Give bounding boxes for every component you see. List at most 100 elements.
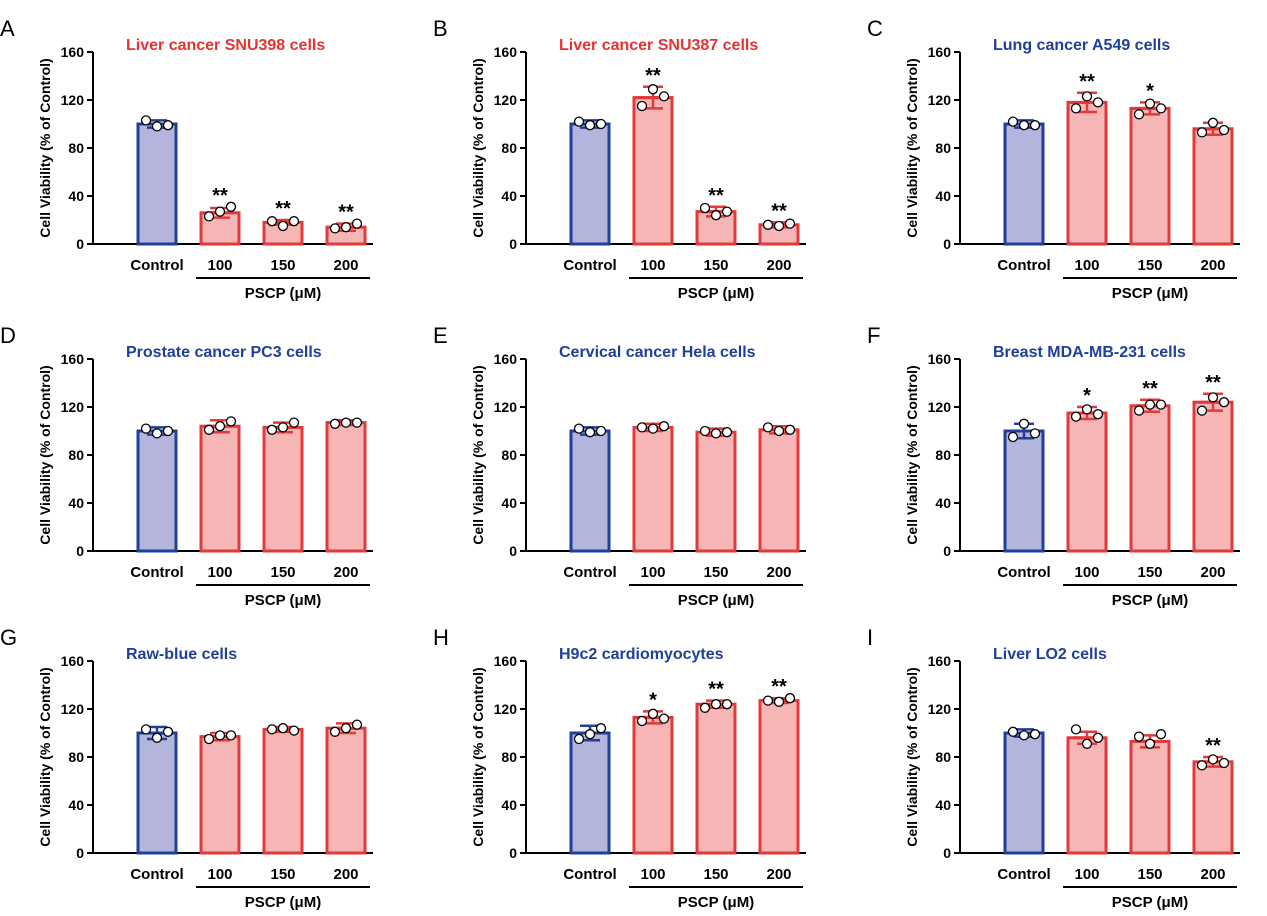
data-point xyxy=(214,421,226,432)
panel-f: F Breast MDA-MB-231 cells Cell Viability (… xyxy=(867,323,1240,609)
x-tick-label: Control xyxy=(563,257,616,274)
data-point xyxy=(658,421,670,432)
bar-150 xyxy=(262,727,304,855)
data-point xyxy=(162,726,174,737)
group-label: PSCP (μM) xyxy=(678,592,754,609)
data-point xyxy=(773,425,785,437)
bar-100 xyxy=(1066,736,1108,855)
y-tick-label: 120 xyxy=(61,399,85,415)
data-point xyxy=(710,699,722,710)
data-point xyxy=(1081,738,1093,749)
panel-h: H H9c2 cardiomyocytes Cell Viability (% of… xyxy=(433,625,806,911)
y-tick-label: 0 xyxy=(76,236,84,252)
y-axis-label: Cell Viability (% of Control) xyxy=(470,667,486,846)
panel-g: G Raw-blue cells Cell Viability (% of Cont… xyxy=(0,625,373,911)
y-tick-label: 80 xyxy=(68,749,84,765)
x-tick-label: 200 xyxy=(766,257,791,274)
x-tick-label: 200 xyxy=(1200,564,1225,581)
y-tick-label: 40 xyxy=(935,495,951,511)
panel-letter: E xyxy=(433,323,448,348)
data-point xyxy=(1018,730,1030,741)
chart-title: Liver LO2 cells xyxy=(993,646,1107,663)
bar-100 xyxy=(632,715,674,855)
data-point xyxy=(1207,754,1219,765)
data-point xyxy=(340,222,352,233)
significance-marker: ** xyxy=(771,676,787,698)
bar-control xyxy=(1003,731,1045,855)
data-point xyxy=(784,218,796,229)
data-point xyxy=(266,424,278,435)
x-tick-label: 150 xyxy=(1137,257,1162,274)
y-tick-label: 0 xyxy=(943,236,951,252)
panel-letter: G xyxy=(0,625,17,650)
data-point xyxy=(288,216,300,227)
bar-control xyxy=(136,731,178,855)
x-tick-label: Control xyxy=(130,866,183,883)
data-point xyxy=(573,116,585,127)
data-point xyxy=(1155,399,1167,410)
data-point xyxy=(762,422,774,433)
data-point xyxy=(595,425,607,437)
data-point xyxy=(595,723,607,734)
y-tick-label: 0 xyxy=(76,845,84,861)
y-tick-label: 160 xyxy=(928,351,952,367)
data-point xyxy=(277,220,289,232)
y-axis-label: Cell Viability (% of Control) xyxy=(470,365,486,544)
data-point xyxy=(1207,392,1219,403)
data-point xyxy=(266,724,278,735)
y-axis-label: Cell Viability (% of Control) xyxy=(37,58,53,237)
y-tick-label: 0 xyxy=(509,236,517,252)
bar-100 xyxy=(632,425,674,553)
bar-100 xyxy=(632,96,674,246)
panel-letter: A xyxy=(0,16,15,41)
panel-c: C Lung cancer A549 cells Cell Viability (%… xyxy=(867,16,1240,302)
data-point xyxy=(1218,397,1230,408)
data-point xyxy=(573,733,585,745)
significance-marker: ** xyxy=(1205,735,1221,757)
data-point xyxy=(351,417,363,428)
bar-200 xyxy=(1192,400,1234,553)
significance-marker: ** xyxy=(212,185,228,207)
group-label: PSCP (μM) xyxy=(1112,894,1188,911)
x-tick-label: 150 xyxy=(1137,866,1162,883)
data-point xyxy=(721,699,733,710)
data-point xyxy=(647,708,659,719)
significance-marker: ** xyxy=(338,202,354,224)
data-point xyxy=(1081,91,1093,102)
data-point xyxy=(225,416,237,427)
bar-control xyxy=(569,731,611,855)
x-tick-label: 200 xyxy=(1200,866,1225,883)
data-point xyxy=(214,730,226,741)
data-point xyxy=(710,210,722,221)
data-point xyxy=(151,732,163,743)
data-point xyxy=(340,723,352,734)
data-point xyxy=(1092,409,1104,420)
y-tick-label: 40 xyxy=(501,188,517,204)
data-point xyxy=(203,211,215,222)
x-tick-label: 100 xyxy=(640,564,665,581)
bar-100 xyxy=(199,735,241,855)
data-point xyxy=(773,696,785,707)
data-point xyxy=(1018,418,1030,429)
data-point xyxy=(784,693,796,704)
y-axis-label: Cell Viability (% of Control) xyxy=(904,667,920,846)
bar-200 xyxy=(758,699,800,855)
x-tick-label: 150 xyxy=(270,866,295,883)
significance-marker: ** xyxy=(645,65,661,87)
chart-title: Liver cancer SNU387 cells xyxy=(559,37,758,54)
significance-marker: * xyxy=(1146,80,1154,102)
significance-marker: ** xyxy=(708,185,724,207)
bar-control xyxy=(1003,429,1045,553)
panel-i: I Liver LO2 cells Cell Viability (% of Con… xyxy=(867,625,1240,911)
data-point xyxy=(266,216,278,227)
y-axis-label: Cell Viability (% of Control) xyxy=(37,365,53,544)
data-point xyxy=(225,201,237,212)
chart-title: Liver cancer SNU398 cells xyxy=(126,37,325,54)
panel-letter: D xyxy=(0,323,16,348)
data-point xyxy=(636,715,648,727)
x-tick-label: 200 xyxy=(766,564,791,581)
x-tick-label: 150 xyxy=(703,564,728,581)
y-tick-label: 0 xyxy=(76,543,84,559)
data-point xyxy=(340,417,352,428)
